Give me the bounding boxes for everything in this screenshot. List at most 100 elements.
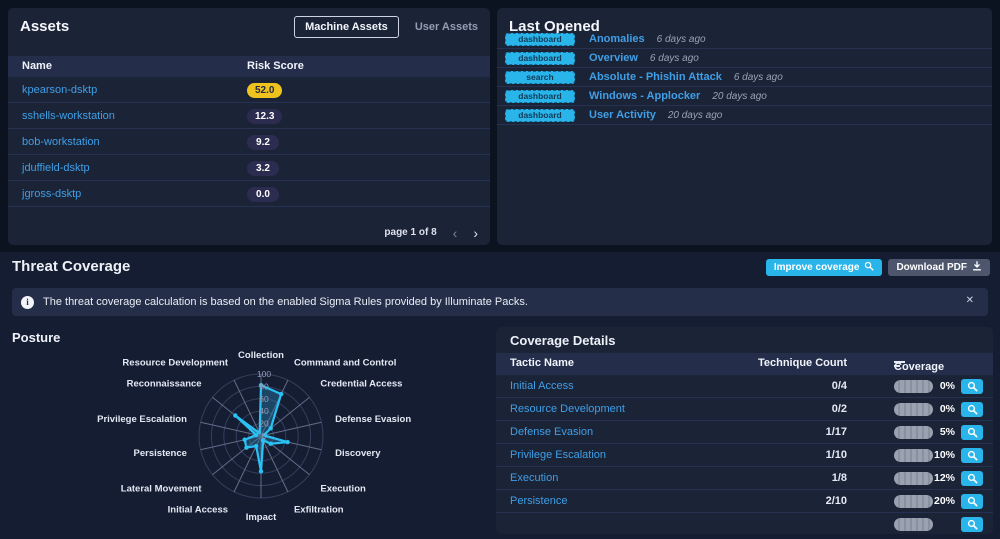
tactic-link[interactable]: Persistence bbox=[510, 495, 568, 507]
search-coverage-button[interactable] bbox=[961, 494, 983, 509]
coverage-percent: 20% bbox=[933, 495, 955, 507]
svg-text:Resource Development: Resource Development bbox=[122, 358, 228, 369]
last-opened-link[interactable]: Overview bbox=[589, 52, 638, 64]
risk-score-badge: 3.2 bbox=[247, 161, 279, 176]
last-opened-time: 20 days ago bbox=[712, 90, 767, 102]
asset-link[interactable]: bob-workstation bbox=[22, 136, 100, 148]
improve-coverage-button[interactable]: Improve coverage bbox=[765, 259, 883, 276]
coverage-percent: 10% bbox=[933, 449, 955, 461]
tactic-link[interactable]: Resource Development bbox=[510, 403, 625, 415]
list-item: dashboard User Activity 20 days ago bbox=[497, 106, 992, 125]
tab-user-assets[interactable]: User Assets bbox=[413, 17, 480, 37]
svg-text:0: 0 bbox=[262, 431, 267, 441]
list-item: dashboard Anomalies 6 days ago bbox=[497, 30, 992, 49]
svg-text:Discovery: Discovery bbox=[335, 448, 381, 459]
search-coverage-button[interactable] bbox=[961, 379, 983, 394]
search-coverage-button[interactable] bbox=[961, 448, 983, 463]
threat-coverage-section: Threat Coverage Improve coverage Downloa… bbox=[0, 252, 1000, 539]
last-opened-link[interactable]: User Activity bbox=[589, 109, 656, 121]
table-row: Execution 1/8 12% bbox=[496, 467, 993, 490]
svg-text:100: 100 bbox=[257, 369, 271, 379]
asset-type-tabs: Machine Assets User Assets bbox=[294, 16, 480, 38]
asset-link[interactable]: jduffield-dsktp bbox=[22, 162, 90, 174]
last-opened-time: 6 days ago bbox=[656, 33, 706, 45]
search-coverage-button[interactable] bbox=[961, 402, 983, 417]
svg-text:Command and Control: Command and Control bbox=[294, 358, 396, 369]
posture-title: Posture bbox=[12, 330, 61, 345]
table-row: jduffield-dsktp 3.2 bbox=[8, 155, 490, 181]
download-icon bbox=[972, 261, 982, 274]
threat-coverage-actions: Improve coverage Download PDF bbox=[765, 259, 990, 276]
svg-text:20: 20 bbox=[259, 419, 269, 429]
item-type-badge: search bbox=[505, 70, 575, 84]
download-pdf-button[interactable]: Download PDF bbox=[888, 259, 990, 276]
item-type-badge: dashboard bbox=[505, 89, 575, 103]
coverage-percent: 0% bbox=[939, 380, 955, 392]
close-icon[interactable]: ✕ bbox=[965, 295, 974, 306]
svg-text:Privilege Escalation: Privilege Escalation bbox=[97, 414, 187, 425]
svg-text:Reconnaissance: Reconnaissance bbox=[127, 379, 202, 390]
last-opened-link[interactable]: Absolute - Phishin Attack bbox=[589, 71, 722, 83]
tactic-link[interactable]: Execution bbox=[510, 472, 559, 484]
coverage-details-panel: Coverage Details Tactic Name Technique C… bbox=[496, 327, 993, 534]
last-opened-link[interactable]: Windows - Applocker bbox=[589, 90, 701, 102]
asset-link[interactable]: jgross-dsktp bbox=[22, 188, 82, 200]
search-coverage-button[interactable] bbox=[961, 471, 983, 486]
coverage-percent: 12% bbox=[933, 472, 955, 484]
technique-count: 0/2 bbox=[831, 403, 847, 415]
page-indicator: page 1 of 8 bbox=[384, 227, 437, 238]
last-opened-link[interactable]: Anomalies bbox=[589, 33, 645, 45]
table-row: Privilege Escalation 1/10 10% bbox=[496, 444, 993, 467]
sort-icon[interactable] bbox=[894, 361, 905, 369]
coverage-bar bbox=[894, 495, 933, 508]
coverage-bar bbox=[894, 426, 933, 439]
last-opened-time: 6 days ago bbox=[733, 71, 783, 83]
table-row: kpearson-dsktp 52.0 bbox=[8, 77, 490, 103]
coverage-bar bbox=[894, 518, 933, 531]
search-coverage-button[interactable] bbox=[961, 425, 983, 440]
tactic-link[interactable]: Defense Evasion bbox=[510, 426, 594, 438]
pagination: page 1 of 8 ‹ › bbox=[384, 224, 478, 241]
svg-text:40: 40 bbox=[259, 406, 269, 416]
coverage-percent: 5% bbox=[939, 426, 955, 438]
last-opened-title: Last Opened bbox=[509, 18, 600, 35]
svg-text:Exfiltration: Exfiltration bbox=[294, 504, 344, 515]
coverage-bar bbox=[894, 380, 933, 393]
list-item: dashboard Overview 6 days ago bbox=[497, 49, 992, 68]
svg-text:Collection: Collection bbox=[238, 350, 284, 361]
risk-score-badge: 12.3 bbox=[247, 109, 283, 124]
coverage-percent: 0% bbox=[939, 403, 955, 415]
download-pdf-label: Download PDF bbox=[896, 262, 967, 273]
item-type-badge: dashboard bbox=[505, 51, 575, 65]
coverage-bar bbox=[894, 472, 933, 485]
info-banner-text: The threat coverage calculation is based… bbox=[43, 296, 528, 308]
risk-score-badge: 9.2 bbox=[247, 135, 279, 150]
table-row: Defense Evasion 1/17 5% bbox=[496, 421, 993, 444]
svg-text:Credential Access: Credential Access bbox=[320, 379, 402, 390]
tab-machine-assets[interactable]: Machine Assets bbox=[294, 16, 399, 38]
svg-text:80: 80 bbox=[259, 381, 269, 391]
assets-panel: Assets Machine Assets User Assets Name R… bbox=[8, 8, 490, 245]
threat-coverage-title: Threat Coverage bbox=[12, 258, 131, 275]
last-opened-list: dashboard Anomalies 6 days ago dashboard… bbox=[497, 30, 992, 125]
last-opened-time: 20 days ago bbox=[667, 109, 723, 121]
asset-link[interactable]: sshells-workstation bbox=[22, 110, 115, 122]
assets-table-header: Name Risk Score bbox=[8, 56, 490, 77]
table-row: jgross-dsktp 0.0 bbox=[8, 181, 490, 207]
tactic-link[interactable]: Initial Access bbox=[510, 380, 574, 392]
svg-text:Impact: Impact bbox=[246, 512, 277, 523]
technique-count: 1/10 bbox=[825, 449, 847, 461]
svg-text:Execution: Execution bbox=[320, 483, 366, 494]
tactic-link[interactable]: Privilege Escalation bbox=[510, 449, 606, 461]
search-coverage-button[interactable] bbox=[961, 517, 983, 532]
table-row: sshells-workstation 12.3 bbox=[8, 103, 490, 129]
technique-count: 1/8 bbox=[831, 472, 847, 484]
svg-text:60: 60 bbox=[259, 394, 269, 404]
prev-page-icon[interactable]: ‹ bbox=[452, 224, 458, 241]
list-item: search Absolute - Phishin Attack 6 days … bbox=[497, 68, 992, 87]
svg-text:Lateral Movement: Lateral Movement bbox=[121, 483, 203, 494]
technique-count: 0/4 bbox=[831, 380, 847, 392]
next-page-icon[interactable]: › bbox=[473, 224, 478, 241]
coverage-details-title: Coverage Details bbox=[510, 333, 616, 348]
asset-link[interactable]: kpearson-dsktp bbox=[22, 84, 98, 96]
